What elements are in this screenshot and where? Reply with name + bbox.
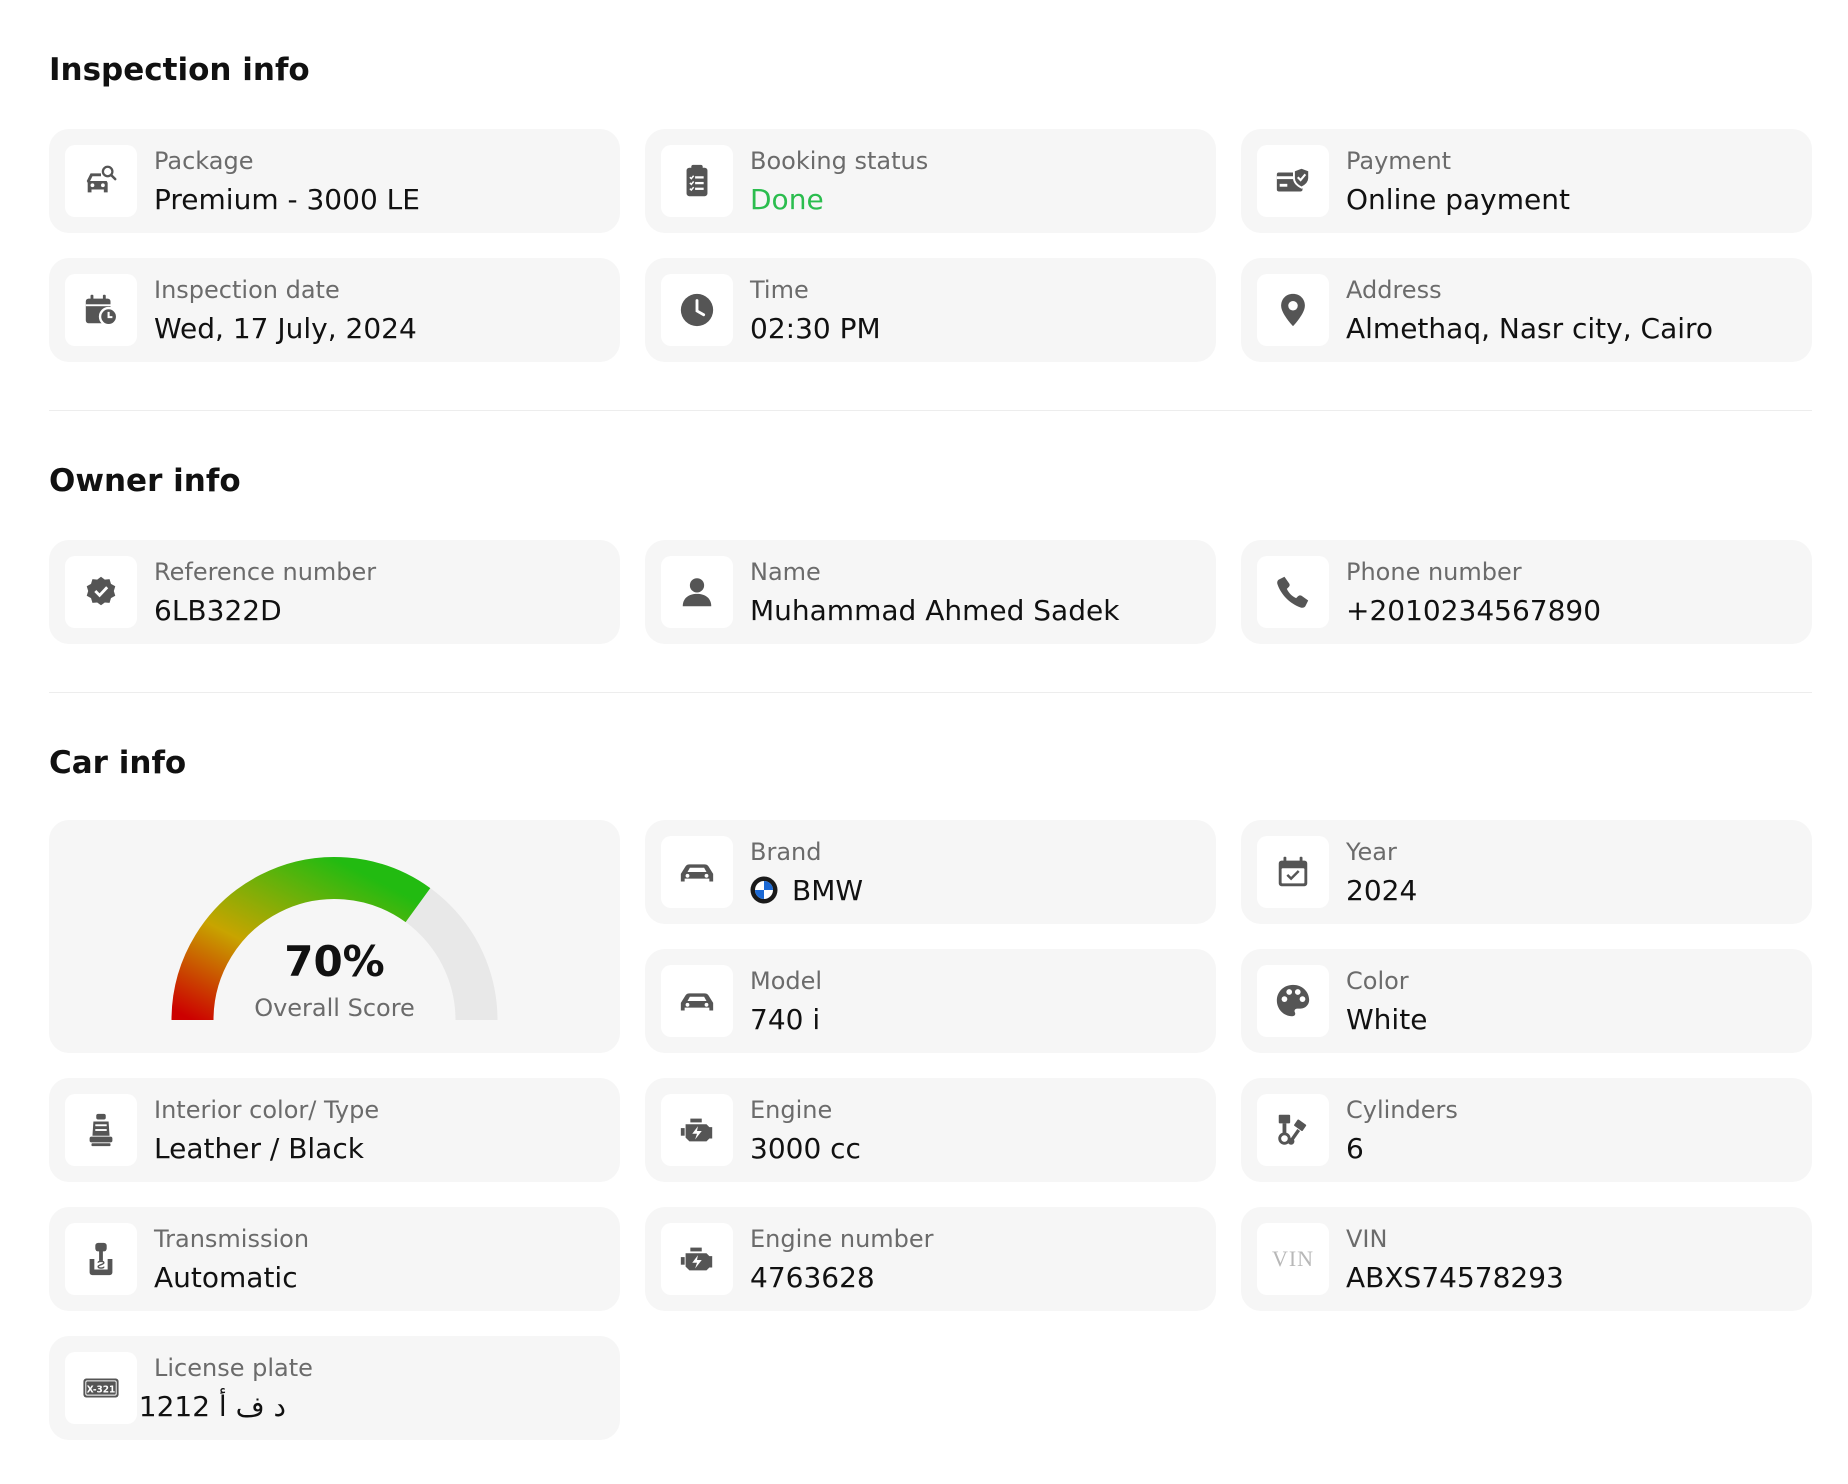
- overall-score-gauge: [171, 857, 498, 1021]
- payment-card: Payment Online payment: [1241, 129, 1812, 233]
- section-divider: [49, 692, 1812, 693]
- address-card: Address Almethaq, Nasr city, Cairo: [1241, 258, 1812, 362]
- phone-icon: [1257, 556, 1329, 628]
- owner-name-value: Muhammad Ahmed Sadek: [750, 594, 1120, 627]
- checklist-icon: [661, 145, 733, 217]
- car-icon: [661, 965, 733, 1037]
- engine-label: Engine: [750, 1096, 833, 1124]
- car-info-title: Car info: [49, 745, 187, 781]
- package-label: Package: [154, 147, 254, 175]
- vin-label: VIN: [1346, 1225, 1388, 1253]
- car-seat-icon: [65, 1094, 137, 1166]
- gauge-fill: [171, 857, 431, 1021]
- engine-value: 3000 cc: [750, 1132, 861, 1165]
- booking-status-label: Booking status: [750, 147, 929, 175]
- license-plate-icon-text: X-321: [87, 1384, 116, 1395]
- license-plate-icon: X-321: [65, 1352, 137, 1424]
- payment-label: Payment: [1346, 147, 1452, 175]
- color-card: Color White: [1241, 949, 1812, 1053]
- engine-number-card: Engine number 4763628: [645, 1207, 1216, 1311]
- engine-number-value: 4763628: [750, 1261, 875, 1294]
- pistons-icon: [1257, 1094, 1329, 1166]
- palette-icon: [1257, 965, 1329, 1037]
- transmission-value: Automatic: [154, 1261, 298, 1294]
- interior-card: Interior color/ Type Leather / Black: [49, 1078, 620, 1182]
- inspection-date-card: Inspection date Wed, 17 July, 2024: [49, 258, 620, 362]
- brand-value: BMW: [792, 874, 864, 907]
- inspection-date-label: Inspection date: [154, 276, 340, 304]
- calendar-check-icon: [1257, 836, 1329, 908]
- reference-number-value: 6LB322D: [154, 594, 282, 627]
- reference-number-card: Reference number 6LB322D: [49, 540, 620, 644]
- interior-label: Interior color/ Type: [154, 1096, 380, 1124]
- car-icon: [661, 836, 733, 908]
- cylinders-card: Cylinders 6: [1241, 1078, 1812, 1182]
- brand-value-row: BMW: [750, 874, 863, 907]
- section-divider: [49, 410, 1812, 411]
- cylinders-label: Cylinders: [1346, 1096, 1458, 1124]
- time-label: Time: [750, 276, 809, 304]
- interior-value: Leather / Black: [154, 1132, 364, 1165]
- vin-icon-text: VIN: [1271, 1246, 1315, 1271]
- year-card: Year 2024: [1241, 820, 1812, 924]
- package-value: Premium - 3000 LE: [154, 183, 420, 216]
- model-value: 740 i: [750, 1003, 821, 1036]
- overall-score-label: Overall Score: [254, 994, 415, 1022]
- booking-status-card: Booking status Done: [645, 129, 1216, 233]
- reference-number-label: Reference number: [154, 558, 377, 586]
- engine-icon: [661, 1094, 733, 1166]
- vin-icon: VIN: [1257, 1223, 1329, 1295]
- time-value: 02:30 PM: [750, 312, 881, 345]
- transmission-label: Transmission: [154, 1225, 310, 1253]
- transmission-card: Transmission Automatic: [49, 1207, 620, 1311]
- gear-shift-icon: [65, 1223, 137, 1295]
- car-search-icon: [65, 145, 137, 217]
- model-card: Model 740 i: [645, 949, 1216, 1053]
- cylinders-value: 6: [1346, 1132, 1364, 1165]
- overall-score-card: [49, 820, 620, 1053]
- inspection-date-value: Wed, 17 July, 2024: [154, 312, 417, 345]
- owner-info-title: Owner info: [49, 463, 241, 499]
- model-label: Model: [750, 967, 823, 995]
- vin-value: ABXS74578293: [1346, 1261, 1564, 1294]
- package-card: Package Premium - 3000 LE: [49, 129, 620, 233]
- vin-card: VIN VIN ABXS74578293: [1241, 1207, 1812, 1311]
- bmw-logo-icon: [750, 876, 778, 904]
- time-card: Time 02:30 PM: [645, 258, 1216, 362]
- year-value: 2024: [1346, 874, 1418, 907]
- booking-status-value: Done: [750, 183, 824, 216]
- owner-name-card: Name Muhammad Ahmed Sadek: [645, 540, 1216, 644]
- clock-icon: [661, 274, 733, 346]
- brand-card: Brand BMW: [645, 820, 1216, 924]
- phone-number-card: Phone number +2010234567890: [1241, 540, 1812, 644]
- phone-number-value: +2010234567890: [1346, 594, 1602, 627]
- year-label: Year: [1346, 838, 1397, 866]
- inspection-info-title: Inspection info: [49, 52, 310, 88]
- phone-number-label: Phone number: [1346, 558, 1522, 586]
- engine-card: Engine 3000 cc: [645, 1078, 1216, 1182]
- calendar-clock-icon: [65, 274, 137, 346]
- license-plate-card: X-321 License plate د ف أ 1212: [49, 1336, 620, 1440]
- license-plate-value: د ف أ 1212: [138, 1390, 286, 1423]
- payment-value: Online payment: [1346, 183, 1570, 216]
- card-shield-icon: [1257, 145, 1329, 217]
- brand-label: Brand: [750, 838, 822, 866]
- person-icon: [661, 556, 733, 628]
- address-value: Almethaq, Nasr city, Cairo: [1346, 312, 1714, 345]
- license-plate-label: License plate: [154, 1354, 313, 1382]
- verified-badge-icon: [65, 556, 137, 628]
- engine-number-label: Engine number: [750, 1225, 934, 1253]
- color-value: White: [1346, 1003, 1428, 1036]
- location-pin-icon: [1257, 274, 1329, 346]
- address-label: Address: [1346, 276, 1442, 304]
- overall-score-value: 70%: [284, 937, 385, 986]
- owner-name-label: Name: [750, 558, 821, 586]
- color-label: Color: [1346, 967, 1409, 995]
- engine-icon: [661, 1223, 733, 1295]
